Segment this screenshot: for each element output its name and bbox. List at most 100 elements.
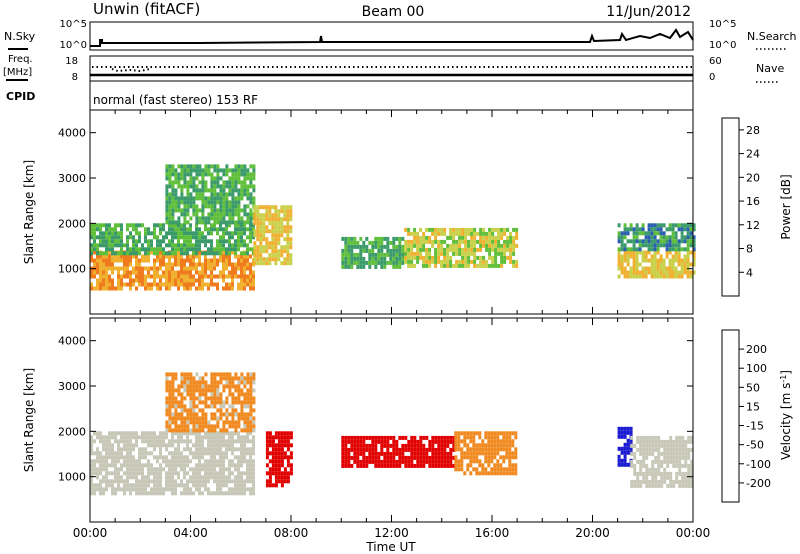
data-cell (449, 451, 453, 456)
data-cell (204, 447, 207, 452)
data-cell (277, 475, 281, 480)
data-cell (228, 243, 231, 248)
data-cell (237, 376, 241, 381)
data-cell (108, 262, 111, 267)
data-cell (99, 431, 102, 436)
data-cell (672, 451, 676, 456)
data-cell (240, 392, 244, 397)
data-cell (174, 188, 178, 193)
data-cell (219, 208, 223, 213)
data-cell (201, 216, 205, 221)
data-cell (234, 384, 238, 389)
data-cell (174, 416, 178, 421)
data-cell (192, 443, 195, 448)
data-cell (249, 235, 252, 240)
data-cell (472, 439, 476, 444)
data-cell (356, 264, 360, 269)
data-cell (410, 447, 414, 452)
data-cell (499, 471, 503, 476)
data-cell (117, 451, 120, 456)
data-cell (265, 257, 269, 262)
data-cell (499, 443, 503, 448)
data-cell (144, 447, 147, 452)
data-cell (171, 172, 175, 177)
data-cell (687, 463, 691, 468)
data-cell (362, 435, 366, 440)
data-cell (246, 168, 250, 173)
data-cell (656, 274, 660, 279)
data-cell (213, 258, 216, 263)
data-cell (168, 208, 172, 213)
data-cell (262, 233, 266, 238)
data-cell (434, 263, 438, 268)
data-cell (234, 487, 237, 492)
data-cell (437, 439, 441, 444)
data-cell (225, 208, 229, 213)
data-cell (192, 404, 196, 409)
data-cell (689, 270, 693, 275)
data-cell (469, 439, 473, 444)
data-cell (240, 372, 244, 377)
data-cell (111, 239, 114, 244)
data-cell (177, 172, 181, 177)
data-cell (509, 247, 513, 252)
data-cell (198, 231, 201, 236)
data-cell (165, 192, 169, 197)
data-cell (105, 239, 108, 244)
data-cell (201, 235, 204, 240)
data-cell (481, 439, 485, 444)
data-cell (210, 172, 214, 177)
data-cell (252, 176, 256, 181)
data-cell (102, 282, 105, 287)
data-cell (126, 223, 129, 228)
data-cell (246, 262, 249, 267)
data-cell (189, 266, 192, 271)
data-cell (654, 479, 658, 484)
data-cell (144, 483, 147, 488)
data-cell (677, 262, 681, 267)
data-cell (228, 467, 231, 472)
data-cell (177, 216, 181, 221)
data-cell (690, 459, 694, 464)
data-cell (389, 435, 393, 440)
data-cell (189, 439, 192, 444)
data-cell (168, 463, 171, 468)
colorbar-tick-label: 28 (746, 124, 760, 137)
data-cell (174, 196, 178, 201)
data-cell (183, 467, 186, 472)
data-cell (168, 286, 171, 291)
data-cell (344, 252, 348, 257)
data-cell (237, 239, 240, 244)
data-cell (222, 443, 225, 448)
data-cell (428, 235, 432, 240)
data-cell (183, 204, 187, 209)
data-cell (252, 270, 255, 275)
data-cell (183, 231, 186, 236)
data-cell (280, 205, 284, 210)
data-cell (283, 229, 287, 234)
data-cell (503, 259, 507, 264)
data-cell (222, 274, 225, 279)
data-cell (660, 463, 664, 468)
data-cell (280, 233, 284, 238)
data-cell (422, 239, 426, 244)
data-cell (102, 479, 105, 484)
data-cell (481, 443, 485, 448)
data-cell (219, 475, 222, 480)
data-cell (207, 459, 210, 464)
data-cell (505, 451, 509, 456)
data-cell (180, 483, 183, 488)
data-cell (249, 200, 253, 205)
data-cell (383, 236, 387, 241)
data-cell (428, 247, 432, 252)
data-cell (410, 251, 414, 256)
data-cell (222, 231, 225, 236)
data-cell (180, 196, 184, 201)
data-cell (259, 217, 263, 222)
data-cell (286, 261, 290, 266)
data-cell (240, 447, 243, 452)
data-cell (289, 257, 293, 262)
data-cell (237, 254, 240, 259)
data-cell (512, 235, 516, 240)
data-cell (105, 447, 108, 452)
